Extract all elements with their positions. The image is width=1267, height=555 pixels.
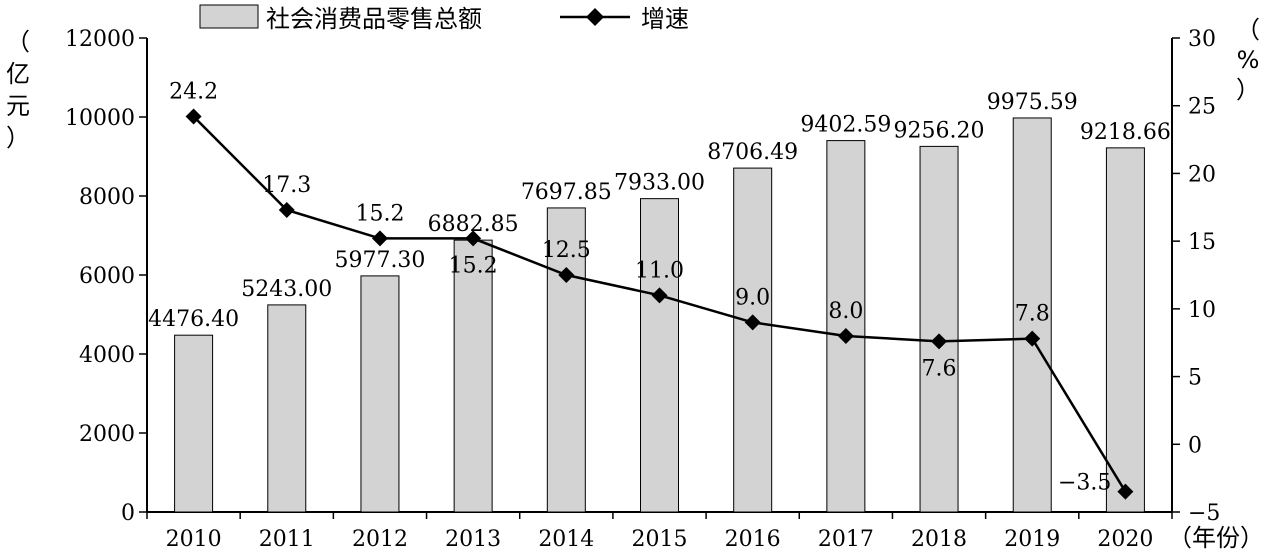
growth-value-label: 15.2 [355, 201, 404, 226]
right-tick-label: 30 [1188, 27, 1216, 52]
growth-marker-2010 [185, 108, 202, 125]
growth-value-label: 9.0 [735, 285, 770, 310]
x-tick-label: 2017 [818, 527, 874, 552]
legend-bar-swatch [199, 4, 259, 29]
bar-value-label: 8706.49 [707, 140, 798, 165]
right-axis-title: （%） [1236, 16, 1260, 104]
legend-line-label: 增速 [641, 5, 689, 33]
growth-value-label: 12.5 [542, 238, 591, 263]
bar-2012 [360, 275, 400, 513]
growth-value-label: 24.2 [169, 80, 218, 105]
bar-2010 [174, 334, 214, 513]
left-tick-label: 8000 [79, 185, 135, 210]
x-tick-label: 2019 [1004, 527, 1060, 552]
legend: 社会消费品零售总额 增速 [199, 4, 689, 33]
x-tick-label: 2020 [1097, 527, 1153, 552]
x-tick-label: 2014 [538, 527, 594, 552]
right-y-axis: −5 0 5 10 15 20 25 30 （%） [1171, 16, 1260, 526]
growth-marker-2011 [278, 201, 295, 218]
bar-value-label: 9256.20 [894, 118, 985, 143]
x-axis-title: （年份） [1168, 524, 1264, 552]
growth-marker-2019 [1024, 330, 1041, 347]
growth-value-label: 11.0 [635, 258, 684, 283]
bar-2015 [640, 198, 679, 513]
growth-marker-2017 [837, 327, 854, 344]
left-tick-label: 0 [121, 501, 135, 526]
bar-2016 [733, 167, 773, 513]
bar-value-label: 7933.00 [614, 171, 705, 196]
left-tick-label: 10000 [65, 106, 135, 131]
right-tick-label: 15 [1188, 230, 1216, 255]
bar-2011 [267, 304, 307, 513]
growth-marker-2014 [558, 267, 575, 283]
right-tick-label: 20 [1188, 162, 1216, 187]
growth-marker-2018 [931, 333, 948, 350]
right-tick-label: 0 [1188, 433, 1202, 458]
growth-value-label: −3.5 [1058, 471, 1111, 496]
growth-marker-2012 [371, 230, 388, 247]
x-tick-label: 2018 [911, 527, 967, 552]
bar-value-label: 9402.59 [800, 113, 891, 138]
x-tick-label: 2011 [259, 527, 315, 552]
legend-bar-label: 社会消费品零售总额 [266, 5, 482, 33]
x-tick-label: 2015 [632, 527, 688, 552]
x-tick-label: 2016 [725, 527, 781, 552]
growth-value-label: 17.3 [262, 173, 311, 198]
right-tick-label: 25 [1188, 95, 1216, 120]
right-tick-label: −5 [1188, 501, 1220, 526]
right-tick-label: 10 [1188, 298, 1216, 323]
left-y-axis: 0 2000 4000 6000 8000 10000 12000 （亿元） [6, 27, 148, 526]
bar-2019 [1012, 117, 1052, 513]
bar-value-label: 5977.30 [334, 248, 425, 273]
growth-marker-2016 [744, 314, 761, 331]
x-tick-label: 2010 [166, 527, 222, 552]
bar-2014 [546, 207, 586, 513]
bar-2013 [453, 239, 493, 513]
legend-line-marker [586, 8, 604, 26]
bar-value-label: 9975.59 [987, 90, 1078, 115]
x-tick-label: 2013 [445, 527, 501, 552]
bar-2017 [826, 140, 866, 513]
bar-value-label: 7697.85 [521, 180, 612, 205]
bar-value-label: 9218.66 [1080, 120, 1171, 145]
left-axis-title: （亿元） [6, 28, 30, 152]
right-tick-label: 5 [1188, 366, 1202, 391]
bar-value-label: 4476.40 [148, 307, 239, 332]
bar-value-label: 5243.00 [241, 277, 332, 302]
left-tick-label: 4000 [79, 343, 135, 368]
growth-marker-2015 [651, 287, 668, 304]
x-tick-label: 2012 [352, 527, 408, 552]
bar-2020 [1105, 147, 1145, 513]
growth-marker-2020 [1117, 483, 1134, 500]
left-tick-label: 6000 [79, 264, 135, 289]
growth-marker-2013 [465, 230, 482, 247]
left-tick-label: 2000 [79, 422, 135, 447]
left-tick-label: 12000 [65, 27, 135, 52]
growth-value-label: 7.6 [922, 356, 957, 381]
growth-value-label: 15.2 [449, 253, 498, 278]
bar-2018 [919, 145, 959, 513]
growth-value-label: 7.8 [1015, 302, 1050, 327]
growth-line-series: 24.2 17.3 15.2 15.2 12.5 11.0 9.0 8.0 7.6 7.8 −3.5 [169, 80, 1134, 500]
growth-value-label: 8.0 [828, 299, 863, 324]
x-axis: 2010 2011 2012 2013 2014 2015 2016 2017 2018 2019… [146, 511, 1264, 552]
